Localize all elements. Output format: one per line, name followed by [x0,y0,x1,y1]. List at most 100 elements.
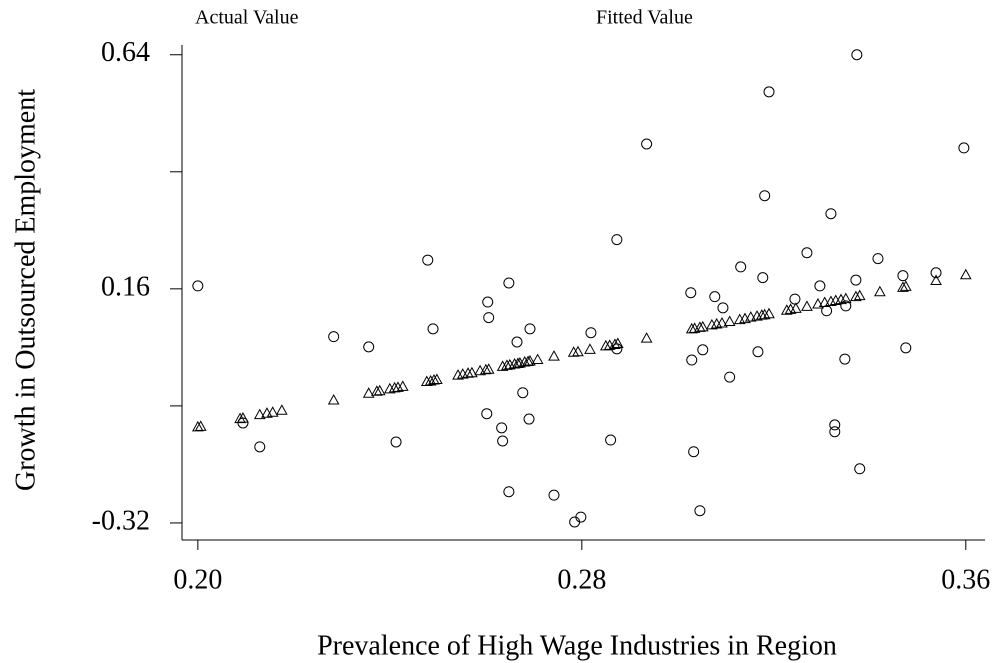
circle-point [569,516,581,528]
circle-point [724,371,736,383]
circle-point [840,300,852,312]
triangle-point [253,408,266,420]
triangle-point [383,382,396,394]
circle-point [897,270,909,282]
circle-point [717,302,729,314]
triangle-point [825,295,837,307]
triangle-point [396,380,409,391]
circle-point [697,344,709,356]
triangle-point [611,337,624,348]
circle-point [752,346,764,358]
circle-point [900,342,912,354]
triangle-point [640,332,653,343]
circle-point [481,408,493,420]
triangle-point [790,302,802,313]
triangle-point [716,316,728,328]
circle-point [254,441,266,453]
triangle-point [514,356,526,368]
circle-point [503,486,515,498]
y-tick-label: 0.16 [101,271,150,302]
triangle-point [751,310,763,321]
triangle-point [723,315,736,327]
circle-point [575,511,587,523]
triangle-point [609,338,621,349]
circle-point [497,435,509,447]
x-axis-label: Prevalence of High Wage Industries in Re… [317,630,837,661]
circle-point [363,341,375,353]
circle-point [688,446,700,458]
triangle-point [373,384,386,396]
triangle-point [237,412,249,423]
triangle-point [584,343,596,354]
circle-point [511,336,523,348]
triangle-point [839,292,852,304]
circle-point [585,327,597,339]
triangle-point [452,369,464,380]
triangle-point [758,308,771,320]
circle-point [850,274,862,286]
circle-point [694,505,706,517]
triangle-point [275,404,288,415]
triangle-point [266,406,279,417]
circle-point [548,489,560,501]
circle-point [686,354,698,366]
x-tick-label: 0.20 [173,564,222,595]
triangle-point [548,350,560,361]
legend-entry: Fitted Value [596,7,693,29]
triangle-point [897,281,909,292]
triangle-point [496,360,509,371]
circle-point [503,277,515,289]
triangle-point [850,290,862,302]
x-tick-label: 0.36 [941,564,990,595]
circle-point [930,267,942,279]
triangle-point [431,373,443,385]
triangle-point [503,358,516,370]
circle-point [605,434,617,446]
triangle-point [524,354,536,366]
triangle-point [362,387,375,398]
circle-point [814,280,826,292]
triangle-point [959,268,972,280]
circle-point [763,86,775,98]
triangle-point [780,304,793,315]
circle-point [517,387,529,399]
circle-point [789,293,801,305]
circle-point [735,261,747,273]
triangle-point [818,296,831,307]
triangle-point [763,307,775,319]
circle-point [523,413,535,425]
circle-point [685,287,697,299]
circle-point [482,296,494,308]
triangle-point [812,297,824,309]
triangle-point [482,363,495,374]
triangle-point [531,353,544,365]
circle-point [496,422,508,434]
x-tick-label: 0.28 [557,564,606,595]
circle-point [422,254,434,266]
circle-point [854,463,866,475]
y-tick-label: 0.64 [101,37,150,68]
circle-point [759,190,771,202]
triangle-point [194,420,207,431]
circle-point [192,280,204,292]
circle-point [427,323,439,335]
triangle-point [874,285,886,297]
triangle-point [801,300,813,311]
triangle-point [853,289,866,301]
triangle-point [392,381,404,392]
circle-point [839,353,851,365]
y-tick-label: -0.32 [92,505,150,536]
triangle-point [572,345,584,357]
circle-point [851,49,863,61]
legend-entry: Actual Value [195,7,299,29]
circle-point [801,247,813,259]
triangle-point [466,366,478,378]
circle-point [958,142,970,154]
triangle-point [744,311,757,322]
triangle-point [696,320,709,332]
circle-point [829,419,841,431]
circle-point [611,234,623,246]
circle-point [641,138,653,150]
y-axis-label: Growth in Outsourced Employment [10,89,41,491]
